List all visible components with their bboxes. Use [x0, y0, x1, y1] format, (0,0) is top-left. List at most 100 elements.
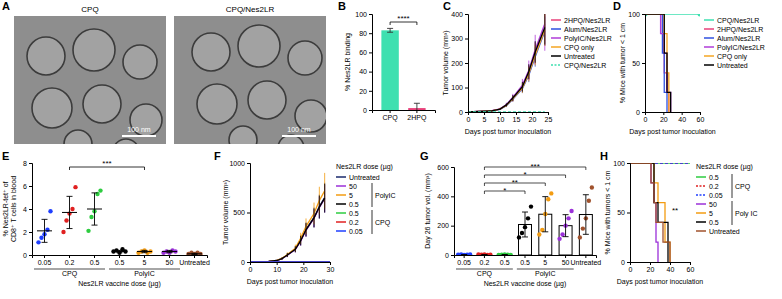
- axis: CPQ2HPQ: [373, 110, 436, 122]
- tick: Untreated: [570, 255, 601, 266]
- significance: *: [503, 186, 506, 195]
- plot-area: [645, 14, 700, 112]
- legend-swatch: [704, 37, 714, 39]
- tick: 2HPQ: [407, 110, 427, 122]
- tick-mark: [565, 255, 566, 258]
- error-bar: [522, 82, 523, 92]
- tick-label: 60: [359, 49, 367, 56]
- tick-label: 0: [636, 109, 640, 116]
- legend-group: Poly IC: [735, 210, 758, 218]
- legend-swatch: [551, 37, 561, 39]
- x-axis-title: Nes2LR vaccine dose (µg): [484, 280, 567, 288]
- tick-mark: [369, 72, 372, 73]
- legend-label: Untreated: [717, 62, 748, 69]
- tick-label: 20: [660, 116, 668, 123]
- tick-label: 400: [451, 11, 463, 18]
- error-stem: [416, 103, 417, 110]
- error-bar: [324, 184, 325, 213]
- tick-label: 0.5: [115, 259, 125, 266]
- tick: 10: [497, 112, 505, 123]
- tick-mark: [369, 91, 372, 92]
- tick: 25: [545, 112, 553, 123]
- legend-swatch: [551, 28, 561, 30]
- error-bar: [295, 246, 296, 252]
- legend-swatch: [704, 46, 714, 48]
- legend-label: Alum/Nes2LR: [564, 26, 607, 33]
- tick: 1000: [229, 160, 250, 167]
- error-cap: [414, 103, 420, 104]
- legend-label: 0.5: [709, 219, 719, 226]
- legend-label: 0.05: [349, 228, 363, 235]
- vesicle: [238, 25, 280, 67]
- tick-label: 20: [529, 116, 537, 123]
- legend-label: 0.5: [349, 201, 359, 208]
- error-bar: [502, 254, 508, 255]
- panel-label: F: [214, 150, 221, 162]
- tick: 4: [23, 206, 32, 213]
- panel: D% Mice with tumor < 1 cm0501000204060Da…: [613, 0, 765, 136]
- tick-label: 0.5: [500, 259, 510, 266]
- error-bar: [522, 212, 528, 237]
- tick: 50: [632, 60, 645, 67]
- tick: 400: [451, 11, 468, 18]
- point: [48, 209, 52, 213]
- error-bar: [282, 258, 283, 260]
- figure-svg: ACPQ100 nmCPQ/Nes2LR100 nmB% Nes2LR bind…: [0, 0, 782, 299]
- legend-label: CPQ only: [717, 53, 747, 61]
- tick-mark: [247, 163, 250, 164]
- point: [61, 230, 65, 234]
- series-line: [630, 163, 670, 262]
- tick-mark: [29, 255, 32, 256]
- legend-bracket: [732, 201, 733, 225]
- tick-mark: [330, 262, 331, 265]
- series-line: [250, 261, 330, 262]
- legend: Nes2LR dose (µg)0.50.20.055050.5Untreate…: [696, 163, 758, 235]
- tick: 10: [273, 262, 281, 273]
- tick: 80: [359, 30, 372, 37]
- tick-mark: [369, 33, 372, 34]
- vesicle: [64, 130, 92, 144]
- error-bar: [314, 208, 315, 228]
- panel: E% Nes2LR-tet⁺ ofCD8⁺ T cells in blood02…: [2, 150, 210, 288]
- tick: 0.5: [115, 255, 125, 266]
- vesicle: [288, 41, 322, 75]
- point: [517, 235, 521, 239]
- y-axis-title: % Mice with tumor < 1 cm: [619, 23, 626, 103]
- tick: 0.5: [500, 255, 510, 266]
- tick: 0.5: [520, 255, 530, 266]
- error-bar: [528, 61, 529, 81]
- axis-line: [33, 256, 208, 259]
- tick: 0: [23, 252, 32, 259]
- tick: 0: [241, 259, 250, 266]
- tick-label: 2HPQ: [407, 114, 427, 122]
- tick-mark: [670, 262, 671, 265]
- tick: 0: [629, 262, 633, 273]
- vesicle: [248, 81, 286, 119]
- tick: 20: [529, 112, 537, 123]
- y-axis-title: % Nes2LR-tet⁺ of: [2, 181, 9, 236]
- tick-mark: [548, 112, 549, 115]
- tick: 40: [359, 68, 372, 75]
- legend-swatch: [696, 203, 706, 205]
- tick-label: 600: [437, 164, 449, 171]
- panel: B% Nes2LR binding020406080100CPQ2HPQ****: [338, 0, 436, 122]
- legend-label: CPQ only: [564, 44, 594, 52]
- legend: Nes2LR dose (µg)Untreated5050.50.50.20.0…: [336, 163, 396, 235]
- axis: 0204060: [629, 262, 695, 273]
- error-bar: [512, 96, 513, 101]
- tick: 0.2: [480, 255, 490, 266]
- panel-label: A: [2, 0, 10, 12]
- significance: **: [672, 206, 678, 215]
- tick: 50: [617, 209, 630, 216]
- vesicle: [197, 84, 237, 124]
- point: [549, 191, 553, 195]
- legend-swatch: [551, 64, 561, 66]
- tick-label: 100: [355, 11, 367, 18]
- tick-label: 60: [697, 116, 705, 123]
- mean-line: [137, 251, 152, 252]
- legend-swatch: [696, 194, 706, 196]
- tick-label: 50: [562, 259, 570, 266]
- tick-mark: [69, 255, 70, 258]
- tick: 0: [459, 109, 468, 116]
- tick-label: 25: [545, 116, 553, 123]
